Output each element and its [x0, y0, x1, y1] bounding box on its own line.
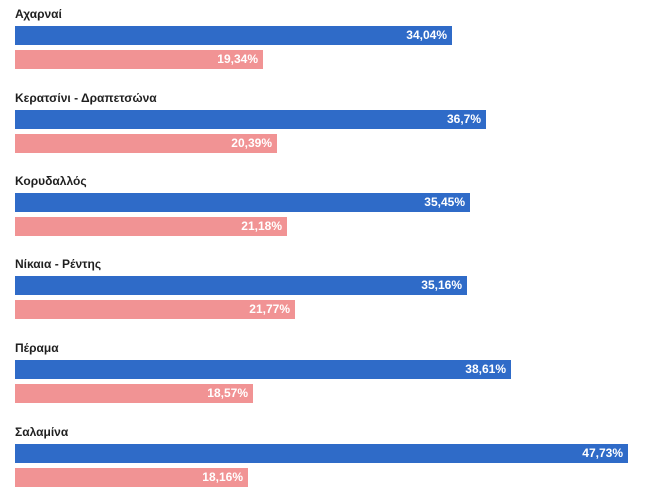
- bar-value-label: 38,61%: [465, 362, 506, 376]
- bar-value-label: 47,73%: [582, 446, 623, 460]
- bar-series-a: 38,61%: [15, 360, 511, 379]
- category-label: Πέραμα: [15, 341, 59, 355]
- bar-series-b: 21,18%: [15, 217, 287, 236]
- bar-value-label: 34,04%: [406, 28, 447, 42]
- bar-series-a: 35,16%: [15, 276, 467, 295]
- bar-series-a: 34,04%: [15, 26, 452, 45]
- category-label: Κερατσίνι - Δραπετσώνα: [15, 91, 157, 105]
- bar-group: Κερατσίνι - Δραπετσώνα 36,7% 20,39%: [0, 90, 650, 168]
- category-label: Νίκαια - Ρέντης: [15, 257, 102, 271]
- bar-value-label: 18,16%: [202, 470, 243, 484]
- bar-group: Αχαρναί 34,04% 19,34%: [0, 6, 650, 84]
- bar-series-a: 35,45%: [15, 193, 470, 212]
- bar-value-label: 35,16%: [421, 278, 462, 292]
- bar-series-b: 20,39%: [15, 134, 277, 153]
- category-label: Αχαρναί: [15, 7, 62, 21]
- bar-group: Νίκαια - Ρέντης 35,16% 21,77%: [0, 256, 650, 334]
- bar-group: Πέραμα 38,61% 18,57%: [0, 340, 650, 418]
- bar-series-b: 18,57%: [15, 384, 253, 403]
- bar-value-label: 19,34%: [217, 52, 258, 66]
- bar-group: Κορυδαλλός 35,45% 21,18%: [0, 173, 650, 251]
- bar-group: Σαλαμίνα 47,73% 18,16%: [0, 424, 650, 502]
- bar-series-b: 18,16%: [15, 468, 248, 487]
- bar-series-b: 21,77%: [15, 300, 295, 319]
- category-label: Κορυδαλλός: [15, 174, 87, 188]
- bar-value-label: 36,7%: [446, 112, 481, 126]
- bar-series-a: 36,7%: [15, 110, 486, 129]
- bar-value-label: 35,45%: [424, 195, 465, 209]
- bar-value-label: 18,57%: [207, 386, 248, 400]
- bar-value-label: 21,18%: [241, 219, 282, 233]
- bar-value-label: 21,77%: [249, 302, 290, 316]
- bar-series-b: 19,34%: [15, 50, 263, 69]
- bar-series-a: 47,73%: [15, 444, 628, 463]
- bar-value-label: 20,39%: [231, 136, 272, 150]
- category-label: Σαλαμίνα: [15, 425, 69, 439]
